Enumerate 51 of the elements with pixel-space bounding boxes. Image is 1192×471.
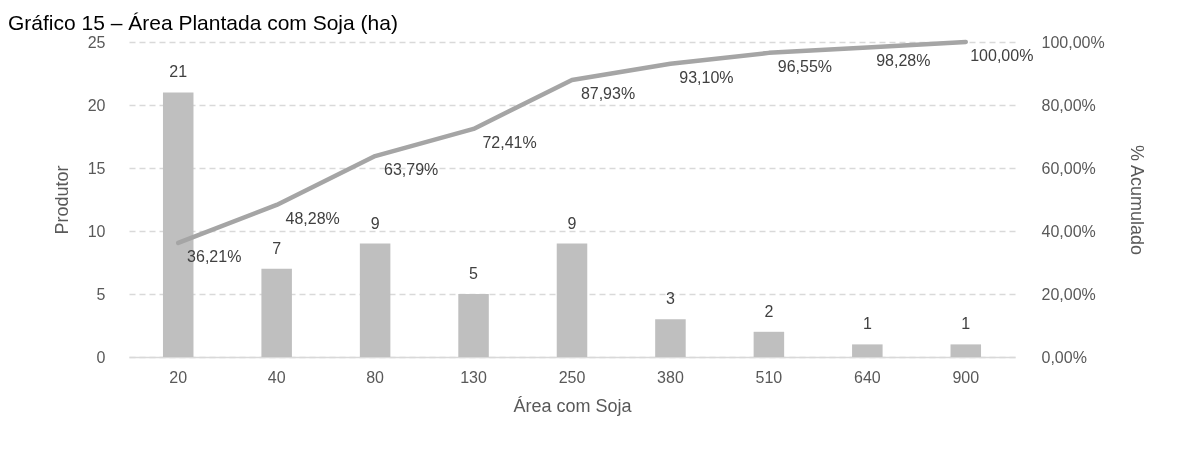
y2-tick-label: 80,00% — [1041, 96, 1096, 114]
data-label: 93,10% — [679, 68, 734, 86]
bar — [753, 331, 785, 357]
bar — [458, 294, 489, 357]
x-tick-label: 510 — [755, 368, 783, 386]
bar — [261, 268, 292, 357]
data-label: 9 — [370, 214, 380, 232]
data-label: 63,79% — [383, 161, 439, 179]
x-tick-label: 130 — [460, 368, 487, 386]
data-label: 87,93% — [580, 85, 636, 103]
data-label: 3 — [665, 290, 675, 308]
x-tick-label: 80 — [366, 368, 385, 386]
x-tick-label: 900 — [952, 368, 980, 386]
y2-axis-title: % Acumulado — [1126, 144, 1147, 256]
chart-title: Gráfico 15 – Área Plantada com Soja (ha) — [8, 11, 398, 34]
data-label: 100,00% — [970, 47, 1034, 64]
data-label: 48,28% — [285, 209, 340, 227]
y-tick-label: 10 — [87, 222, 106, 240]
x-axis-title: Área com Soja — [513, 395, 633, 416]
y-tick-label: 25 — [87, 33, 106, 51]
data-label: 96,55% — [777, 57, 833, 75]
data-label: 21 — [169, 63, 188, 81]
y-tick-label: 15 — [87, 159, 106, 177]
x-tick-label: 20 — [169, 368, 188, 386]
bar — [852, 344, 883, 357]
y-axis-title: Produtor — [51, 165, 72, 235]
y2-tick-label: 60,00% — [1041, 159, 1096, 177]
data-label: 7 — [272, 239, 282, 257]
x-tick-label: 640 — [853, 368, 881, 386]
y2-tick-label: 20,00% — [1041, 285, 1096, 303]
x-tick-label: 40 — [267, 368, 286, 386]
x-tick-label: 380 — [657, 368, 684, 386]
data-label: 36,21% — [187, 247, 242, 265]
bar — [655, 319, 686, 357]
bar — [950, 344, 982, 357]
y2-tick-label: 100,00% — [1041, 33, 1105, 51]
y2-tick-label: 0,00% — [1041, 348, 1087, 366]
bar — [556, 243, 588, 357]
data-label: 9 — [567, 214, 577, 232]
data-label: 72,41% — [482, 133, 537, 151]
data-label: 2 — [764, 302, 774, 320]
x-tick-label: 250 — [558, 368, 586, 386]
y-tick-label: 5 — [96, 285, 106, 303]
y-tick-label: 20 — [87, 96, 106, 114]
data-label: 1 — [961, 315, 971, 333]
y2-tick-label: 40,00% — [1041, 222, 1096, 240]
data-label: 98,28% — [876, 52, 931, 70]
data-label: 5 — [469, 265, 479, 282]
data-label: 1 — [862, 315, 872, 333]
bar — [359, 243, 391, 357]
y-tick-label: 0 — [96, 348, 106, 366]
